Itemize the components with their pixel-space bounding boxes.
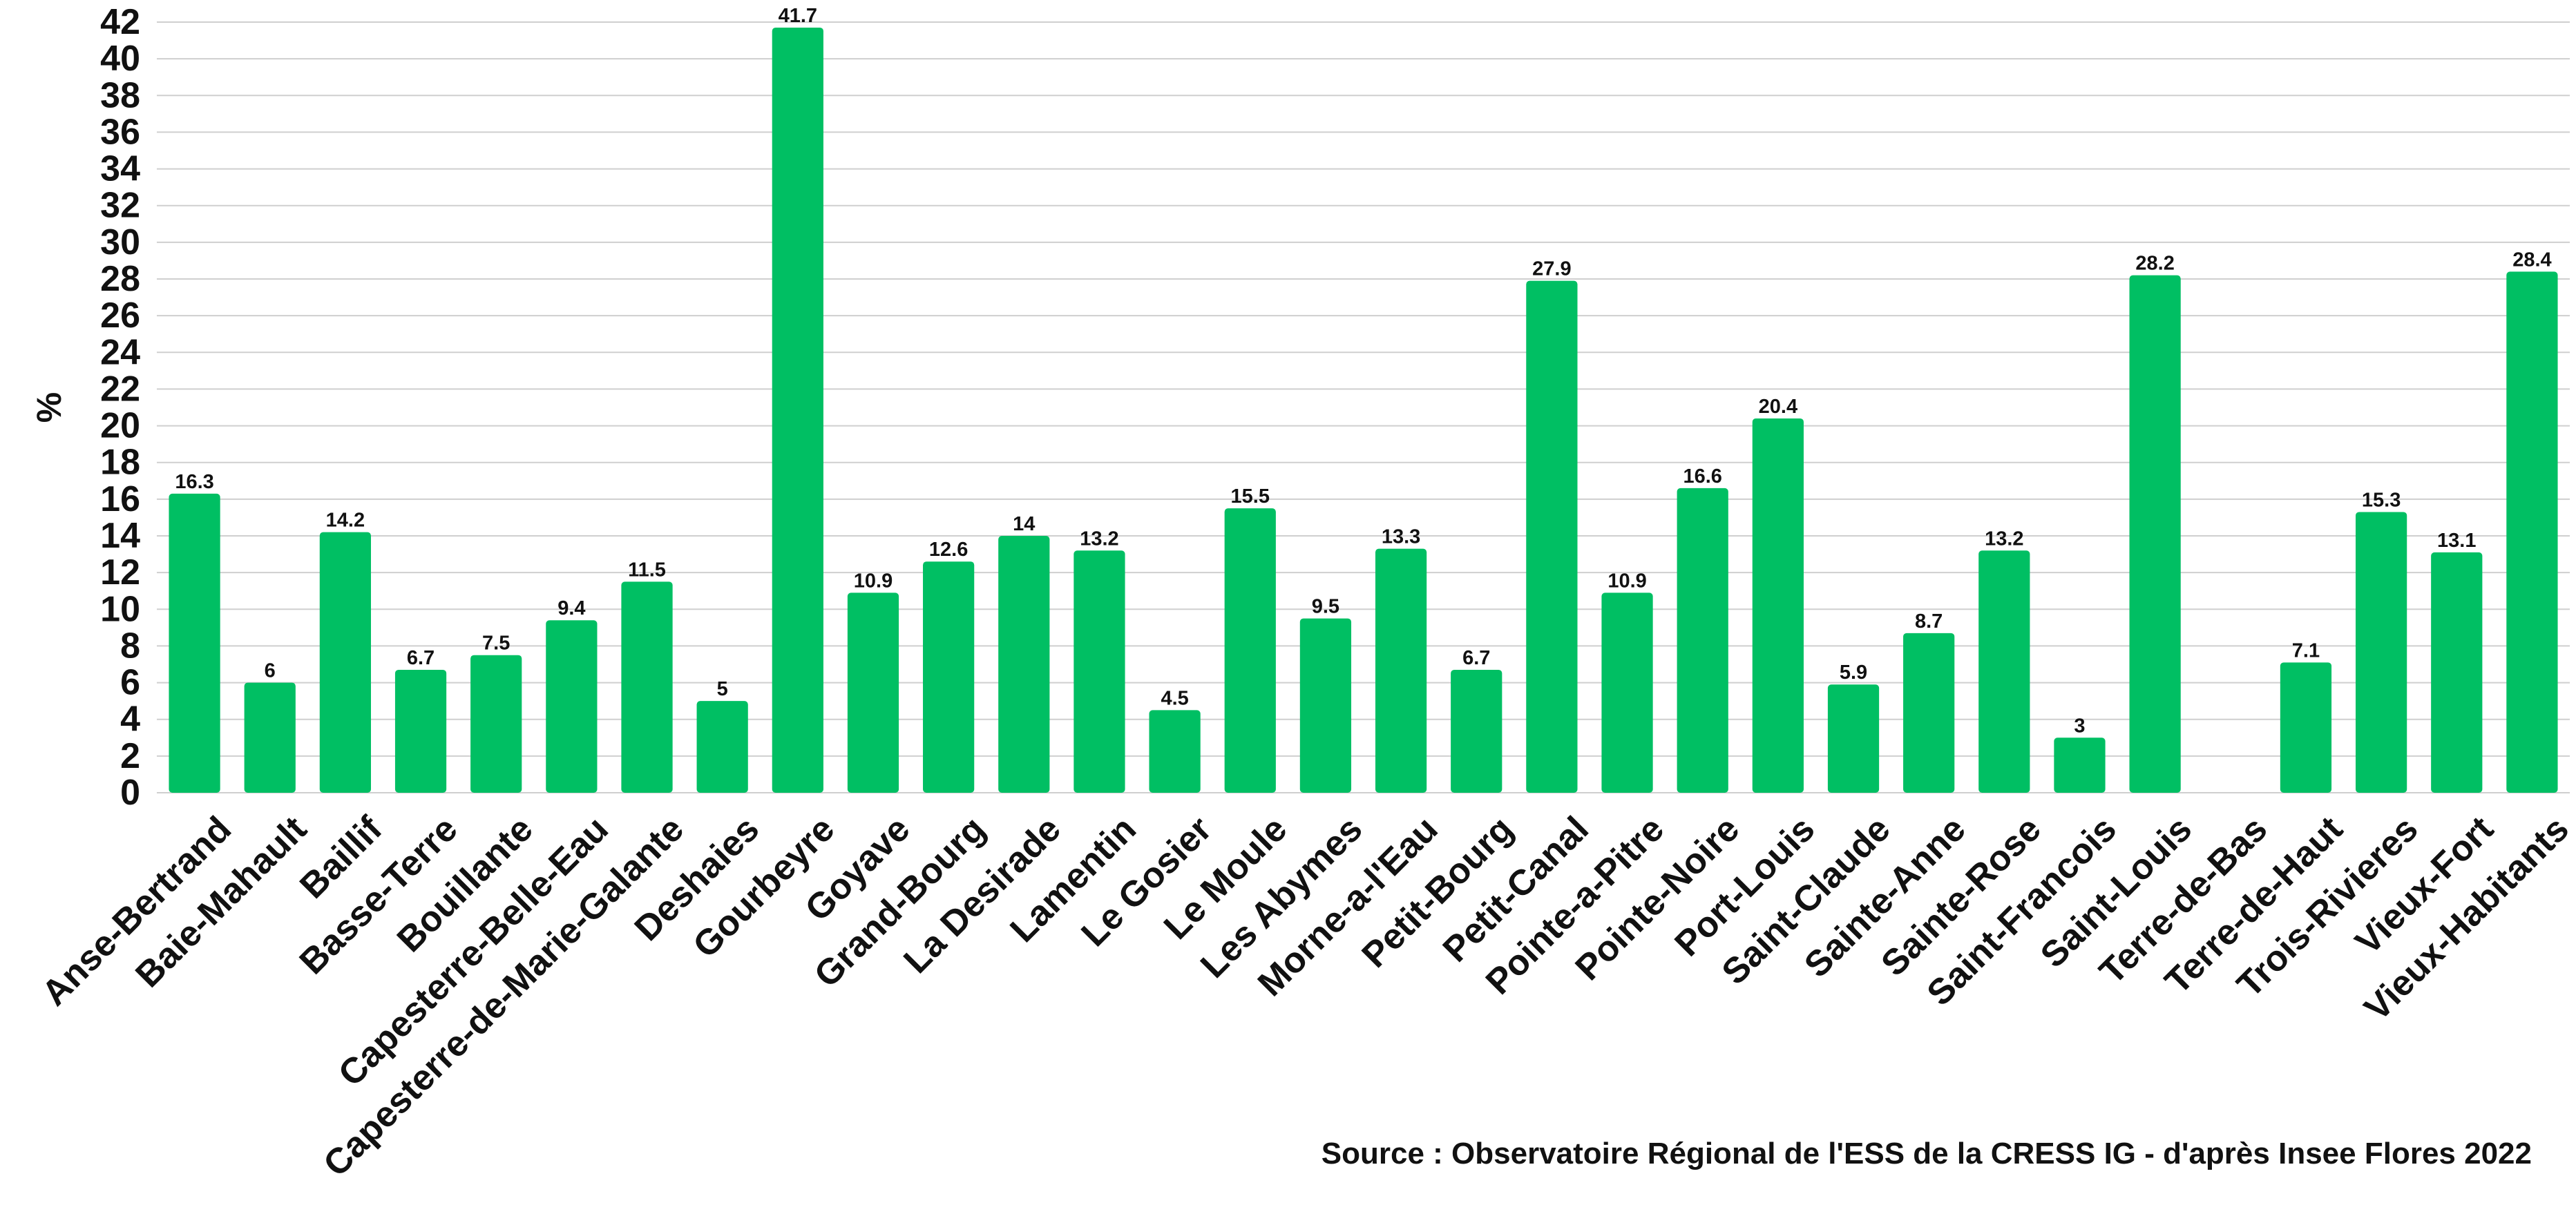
bar <box>696 701 748 793</box>
y-tick-label: 26 <box>100 296 140 336</box>
y-tick-label: 30 <box>100 222 140 262</box>
y-tick-label: 22 <box>100 369 140 409</box>
data-label: 9.4 <box>557 597 585 619</box>
data-label: 9.5 <box>1312 596 1339 618</box>
y-tick-label: 0 <box>120 773 140 813</box>
y-tick-label: 16 <box>100 479 140 519</box>
y-tick-label: 40 <box>100 39 140 79</box>
data-label: 8.7 <box>1915 610 1943 633</box>
bar <box>1903 633 1955 793</box>
bar <box>1451 669 1502 793</box>
data-label: 16.6 <box>1683 465 1721 488</box>
bar <box>1827 684 1880 793</box>
x-axis-categories: Anse-BertrandBaie-MahaultBaillifBasse-Te… <box>35 809 2576 1184</box>
data-label: 15.3 <box>2362 489 2401 511</box>
data-label: 27.9 <box>1532 258 1571 280</box>
y-tick-label: 10 <box>100 589 140 629</box>
y-tick-label: 6 <box>120 663 140 703</box>
data-label: 13.1 <box>2437 530 2476 552</box>
bar <box>1299 618 1352 793</box>
data-label: 16.3 <box>175 471 213 493</box>
bar <box>1677 488 1728 793</box>
data-label: 15.5 <box>1231 485 1270 508</box>
bar <box>319 532 372 793</box>
data-labels: 16.3 6 14.2 6.7 7.5 9.4 11.5 5 41.7 10.9 12.6 14 13.… <box>175 5 2551 737</box>
bar <box>2431 552 2483 793</box>
bar <box>2506 271 2558 793</box>
bar <box>998 536 1050 793</box>
bar <box>2280 662 2332 793</box>
data-label: 14.2 <box>326 510 365 532</box>
y-tick-label: 28 <box>100 259 140 299</box>
bar <box>2355 512 2407 793</box>
y-tick-label: 12 <box>100 552 140 592</box>
y-tick-label: 24 <box>100 332 140 372</box>
y-tick-label: 4 <box>120 700 140 740</box>
data-label: 3 <box>2074 715 2085 737</box>
y-tick-label: 14 <box>100 516 140 556</box>
y-tick-label: 8 <box>120 626 140 666</box>
data-label: 10.9 <box>854 570 893 592</box>
data-label: 4.5 <box>1161 687 1188 709</box>
bar <box>772 27 823 793</box>
bar <box>621 581 673 793</box>
bar <box>1224 508 1276 793</box>
data-label: 20.4 <box>1759 396 1797 418</box>
bar <box>244 682 296 793</box>
data-label: 7.5 <box>482 633 510 655</box>
bar <box>2129 275 2181 793</box>
bars <box>169 27 2558 793</box>
bar <box>1601 592 1653 793</box>
bar <box>847 592 899 793</box>
bar <box>1149 710 1201 793</box>
bar <box>394 669 447 793</box>
bar <box>169 493 220 793</box>
data-label: 12.6 <box>929 539 968 561</box>
bar <box>1375 548 1427 793</box>
y-tick-label: 42 <box>100 2 140 42</box>
data-label: 5 <box>717 678 728 700</box>
bar <box>1074 550 1125 793</box>
data-label: 6.7 <box>1462 647 1490 669</box>
y-tick-label: 20 <box>100 406 140 446</box>
bar <box>923 561 975 793</box>
bar <box>2054 738 2106 793</box>
data-label: 13.2 <box>1080 528 1118 550</box>
y-tick-label: 2 <box>120 736 140 776</box>
source-note: Source : Observatoire Régional de l'ESS … <box>1321 1137 2532 1170</box>
y-tick-label: 32 <box>100 186 140 226</box>
data-label: 6.7 <box>407 647 435 669</box>
data-label: 13.3 <box>1382 526 1420 548</box>
data-label: 13.2 <box>1985 528 2023 550</box>
bar <box>546 620 598 793</box>
data-label: 28.4 <box>2512 249 2551 271</box>
y-tick-label: 38 <box>100 75 140 115</box>
data-label: 10.9 <box>1607 570 1646 592</box>
data-label: 28.2 <box>2135 253 2174 275</box>
data-label: 7.1 <box>2292 639 2320 662</box>
bar <box>1978 550 2030 793</box>
bar <box>1752 418 1804 793</box>
y-tick-label: 18 <box>100 443 140 483</box>
data-label: 6 <box>265 660 276 682</box>
y-axis-label: % <box>30 392 68 423</box>
bar <box>1526 280 1578 793</box>
data-label: 41.7 <box>779 5 817 27</box>
data-label: 14 <box>1013 513 1035 535</box>
data-label: 11.5 <box>628 559 666 581</box>
y-tick-label: 36 <box>100 112 140 152</box>
y-tick-label: 34 <box>100 149 140 189</box>
bar <box>470 655 522 793</box>
data-label: 5.9 <box>1840 662 1867 684</box>
